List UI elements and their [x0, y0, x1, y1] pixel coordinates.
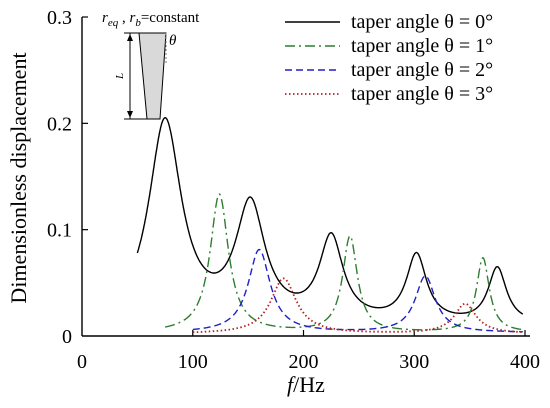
length-label: L [114, 73, 126, 80]
legend: taper angle θ = 0°taper angle θ = 1°tape… [285, 11, 493, 105]
legend-label-1: taper angle θ = 1° [351, 35, 493, 57]
legend-label-0: taper angle θ = 0° [351, 11, 493, 33]
series-group [136, 116, 524, 334]
series-line-3 [192, 277, 523, 334]
y-ticks: 0 0.1 0.2 0.3 [47, 7, 88, 348]
x-ticks: 0 100 200 300 400 [77, 330, 540, 373]
y-tick-label: 0.3 [47, 7, 72, 29]
legend-label-2: taper angle θ = 2° [351, 59, 493, 81]
theta-label: θ [169, 33, 177, 49]
x-tick-label: 300 [399, 351, 429, 373]
x-axis-title: f/Hz [287, 372, 325, 397]
length-arrow-down [127, 111, 133, 118]
x-tick-label: 200 [289, 351, 319, 373]
length-arrow-up [127, 34, 133, 41]
series-line-0 [136, 116, 524, 315]
legend-label-3: taper angle θ = 3° [351, 83, 493, 105]
x-tick-label: 100 [178, 351, 208, 373]
y-axis-title: Dimensionless displacement [6, 52, 31, 303]
taper-inset: req , rb=constant θ L [102, 10, 200, 120]
series-line-2 [192, 248, 523, 333]
x-tick-label: 0 [77, 351, 87, 373]
y-tick-label: 0.1 [47, 220, 72, 242]
y-tick-label: 0.2 [47, 113, 72, 135]
x-tick-label: 400 [510, 351, 540, 373]
y-tick-label: 0 [62, 326, 72, 348]
taper-shape [138, 32, 167, 120]
inset-label: req , rb=constant [102, 10, 200, 29]
x-axis-title-var: f [287, 372, 296, 397]
series-line-1 [164, 193, 523, 331]
x-axis-title-unit: /Hz [293, 372, 325, 397]
